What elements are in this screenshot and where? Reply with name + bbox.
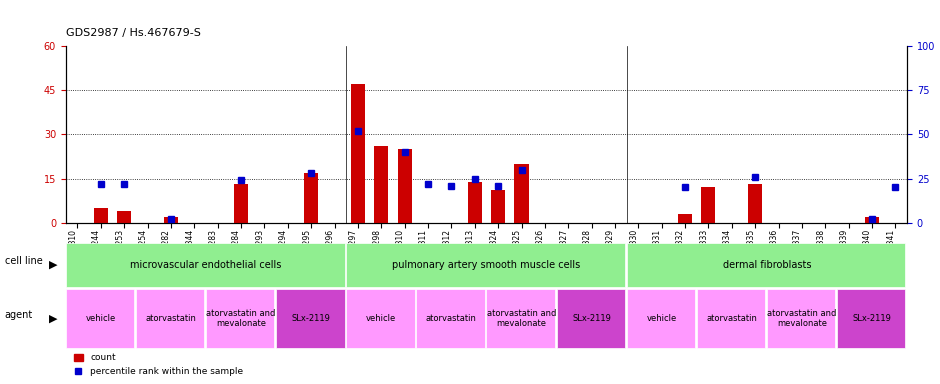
Bar (701, 187, 715, 223)
Bar (514, 164, 528, 223)
FancyBboxPatch shape (416, 289, 485, 348)
FancyBboxPatch shape (627, 243, 905, 287)
Legend: count, percentile rank within the sample: count, percentile rank within the sample (70, 350, 247, 379)
FancyBboxPatch shape (346, 243, 625, 287)
Text: ▶: ▶ (49, 314, 57, 324)
FancyBboxPatch shape (66, 243, 345, 287)
Text: cell line: cell line (5, 256, 42, 266)
Text: atorvastatin: atorvastatin (706, 314, 758, 323)
Bar (491, 190, 505, 223)
Bar (94, 208, 108, 223)
Text: dermal fibroblasts: dermal fibroblasts (723, 260, 811, 270)
Bar (118, 211, 132, 223)
FancyBboxPatch shape (767, 289, 836, 348)
Text: SLx-2119: SLx-2119 (572, 314, 611, 323)
Text: vehicle: vehicle (647, 314, 677, 323)
Text: ▶: ▶ (49, 260, 57, 270)
Text: atorvastatin and
mevalonate: atorvastatin and mevalonate (207, 309, 275, 328)
Text: GDS2987 / Hs.467679-S: GDS2987 / Hs.467679-S (66, 28, 200, 38)
Bar (234, 184, 248, 223)
Bar (678, 214, 692, 223)
Bar (468, 182, 482, 223)
Text: SLx-2119: SLx-2119 (853, 314, 891, 323)
Text: agent: agent (5, 310, 33, 320)
Text: vehicle: vehicle (86, 314, 116, 323)
Text: atorvastatin: atorvastatin (426, 314, 477, 323)
FancyBboxPatch shape (346, 289, 415, 348)
Bar (398, 149, 412, 223)
Text: atorvastatin and
mevalonate: atorvastatin and mevalonate (767, 309, 837, 328)
FancyBboxPatch shape (206, 289, 274, 348)
Bar (164, 217, 178, 223)
FancyBboxPatch shape (487, 289, 555, 348)
FancyBboxPatch shape (697, 289, 765, 348)
FancyBboxPatch shape (627, 289, 695, 348)
FancyBboxPatch shape (136, 289, 204, 348)
Bar (374, 146, 388, 223)
FancyBboxPatch shape (66, 289, 134, 348)
FancyBboxPatch shape (276, 289, 345, 348)
Bar (305, 173, 318, 223)
Text: atorvastatin and
mevalonate: atorvastatin and mevalonate (487, 309, 556, 328)
Text: vehicle: vehicle (367, 314, 397, 323)
Bar (865, 217, 879, 223)
Text: microvascular endothelial cells: microvascular endothelial cells (131, 260, 282, 270)
Bar (351, 84, 365, 223)
FancyBboxPatch shape (556, 289, 625, 348)
Text: pulmonary artery smooth muscle cells: pulmonary artery smooth muscle cells (392, 260, 581, 270)
Bar (748, 184, 762, 223)
FancyBboxPatch shape (837, 289, 905, 348)
Text: atorvastatin: atorvastatin (146, 314, 196, 323)
Text: SLx-2119: SLx-2119 (291, 314, 331, 323)
